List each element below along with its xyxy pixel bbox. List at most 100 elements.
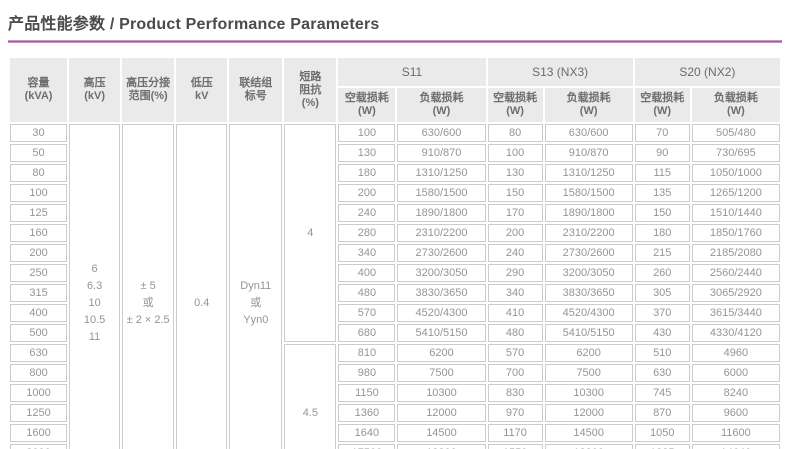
s11-load-cell: 1580/1500 <box>397 184 486 202</box>
capacity-cell: 1250 <box>10 404 68 422</box>
capacity-cell: 315 <box>10 284 68 302</box>
s13-load-cell: 7500 <box>544 364 633 382</box>
vector-group-cell: Dyn11 或 Yyn0 <box>229 124 283 449</box>
s20-no-load-cell: 115 <box>634 164 690 182</box>
s11-no-load-cell: 400 <box>338 264 396 282</box>
s13-load-cell: 910/870 <box>544 144 633 162</box>
s13-no-load-cell: 1550 <box>487 444 543 449</box>
s20-no-load-cell: 150 <box>634 204 690 222</box>
table-body: 30 6 6.3 10 10.5 11 ± 5 或 ± 2 × 2.5 0.4 Dyn1… <box>10 124 780 449</box>
table-row: 500 680 5410/5150 480 5410/5150 430 4330/4120 <box>10 324 780 342</box>
s13-load-cell: 4520/4300 <box>544 304 633 322</box>
s11-no-load-cell: 680 <box>338 324 396 342</box>
s11-no-load-cell: 1360 <box>338 404 396 422</box>
s13-no-load-cell: 570 <box>487 344 543 362</box>
s11-load-cell: 14500 <box>397 424 486 442</box>
s11-no-load-cell: 200 <box>338 184 396 202</box>
s11-load-cell: 10300 <box>397 384 486 402</box>
title-accent-line <box>8 40 782 43</box>
group-header-s20: S20 (NX2) <box>634 58 780 86</box>
s13-no-load-cell: 130 <box>487 164 543 182</box>
s11-no-load-cell: 1640 <box>338 424 396 442</box>
s11-load-cell: 1890/1800 <box>397 204 486 222</box>
table-row: 1250 1360 12000 970 12000 870 9600 <box>10 404 780 422</box>
s11-no-load-cell: 480 <box>338 284 396 302</box>
s11-load-cell: 2730/2600 <box>397 244 486 262</box>
group-header-s13: S13 (NX3) <box>487 58 633 86</box>
capacity-cell: 2000 <box>10 444 68 449</box>
s11-no-load-cell: 570 <box>338 304 396 322</box>
s13-no-load-cell: 1170 <box>487 424 543 442</box>
s20-no-load-cell: 510 <box>634 344 690 362</box>
s13-load-cell: 1580/1500 <box>544 184 633 202</box>
s20-load-cell: 1050/1000 <box>691 164 780 182</box>
s20-no-load-cell: 430 <box>634 324 690 342</box>
table-row: 1600 1640 14500 1170 14500 1050 11600 <box>10 424 780 442</box>
s20-load-cell: 11600 <box>691 424 780 442</box>
sub-header-s11-load: 负载损耗 (W) <box>397 88 486 122</box>
s20-load-cell: 4330/4120 <box>691 324 780 342</box>
s13-load-cell: 2310/2200 <box>544 224 633 242</box>
s11-load-cell: 3830/3650 <box>397 284 486 302</box>
impedance-cell: 4.5 <box>284 344 337 449</box>
s11-load-cell: 7500 <box>397 364 486 382</box>
capacity-cell: 30 <box>10 124 68 142</box>
s11-no-load-cell: 280 <box>338 224 396 242</box>
table-row: 30 6 6.3 10 10.5 11 ± 5 或 ± 2 × 2.5 0.4 Dyn1… <box>10 124 780 449</box>
s13-no-load-cell: 340 <box>487 284 543 302</box>
s11-no-load-cell: 980 <box>338 364 396 382</box>
s13-load-cell: 5410/5150 <box>544 324 633 342</box>
capacity-cell: 1600 <box>10 424 68 442</box>
s13-no-load-cell: 80 <box>487 124 543 142</box>
s20-no-load-cell: 90 <box>634 144 690 162</box>
header-group-row: 容量 (kVA) 高压 (kV) 高压分接 范围(%) 低压 kV 联结组 标号… <box>10 58 780 122</box>
table-row: 200 340 2730/2600 240 2730/2600 215 2185/2080 <box>10 244 780 262</box>
s13-load-cell: 1310/1250 <box>544 164 633 182</box>
col-header-lv: 低压 kV <box>176 58 228 122</box>
s13-load-cell: 10300 <box>544 384 633 402</box>
s11-no-load-cell: 17500 <box>338 444 396 449</box>
s11-no-load-cell: 100 <box>338 124 396 142</box>
s20-load-cell: 3065/2920 <box>691 284 780 302</box>
table-row: 400 570 4520/4300 410 4520/4300 370 3615/3440 <box>10 304 780 322</box>
s13-load-cell: 6200 <box>544 344 633 362</box>
s13-load-cell: 3830/3650 <box>544 284 633 302</box>
s13-load-cell: 630/600 <box>544 124 633 142</box>
capacity-cell: 630 <box>10 344 68 362</box>
table-row: 315 480 3830/3650 340 3830/3650 305 3065/2920 <box>10 284 780 302</box>
sub-header-s13-load: 负载损耗 (W) <box>544 88 633 122</box>
s11-load-cell: 910/870 <box>397 144 486 162</box>
s13-no-load-cell: 480 <box>487 324 543 342</box>
s20-no-load-cell: 70 <box>634 124 690 142</box>
table-row: 125 240 1890/1800 170 1890/1800 150 1510/1440 <box>10 204 780 222</box>
capacity-cell: 400 <box>10 304 68 322</box>
sub-header-s11-no-load: 空载损耗 (W) <box>338 88 396 122</box>
s11-no-load-cell: 240 <box>338 204 396 222</box>
s11-load-cell: 12000 <box>397 404 486 422</box>
s11-load-cell: 5410/5150 <box>397 324 486 342</box>
s11-load-cell: 3200/3050 <box>397 264 486 282</box>
capacity-cell: 80 <box>10 164 68 182</box>
s13-no-load-cell: 200 <box>487 224 543 242</box>
sub-header-s13-no-load: 空载损耗 (W) <box>487 88 543 122</box>
hv-values-cell: 6 6.3 10 10.5 11 <box>69 124 121 449</box>
capacity-cell: 250 <box>10 264 68 282</box>
s20-no-load-cell: 1225 <box>634 444 690 449</box>
capacity-cell: 100 <box>10 184 68 202</box>
col-header-tap-range: 高压分接 范围(%) <box>122 58 175 122</box>
s13-no-load-cell: 170 <box>487 204 543 222</box>
s13-no-load-cell: 100 <box>487 144 543 162</box>
s20-no-load-cell: 630 <box>634 364 690 382</box>
s20-no-load-cell: 180 <box>634 224 690 242</box>
capacity-cell: 160 <box>10 224 68 242</box>
s20-no-load-cell: 135 <box>634 184 690 202</box>
s20-no-load-cell: 370 <box>634 304 690 322</box>
s20-load-cell: 9600 <box>691 404 780 422</box>
table-row: 630 4.5 810 6200 570 6200 510 4960 <box>10 344 780 449</box>
table-row: 50 130 910/870 100 910/870 90 730/695 <box>10 144 780 162</box>
s13-load-cell: 1890/1800 <box>544 204 633 222</box>
group-header-s11: S11 <box>338 58 486 86</box>
s11-no-load-cell: 180 <box>338 164 396 182</box>
capacity-cell: 500 <box>10 324 68 342</box>
